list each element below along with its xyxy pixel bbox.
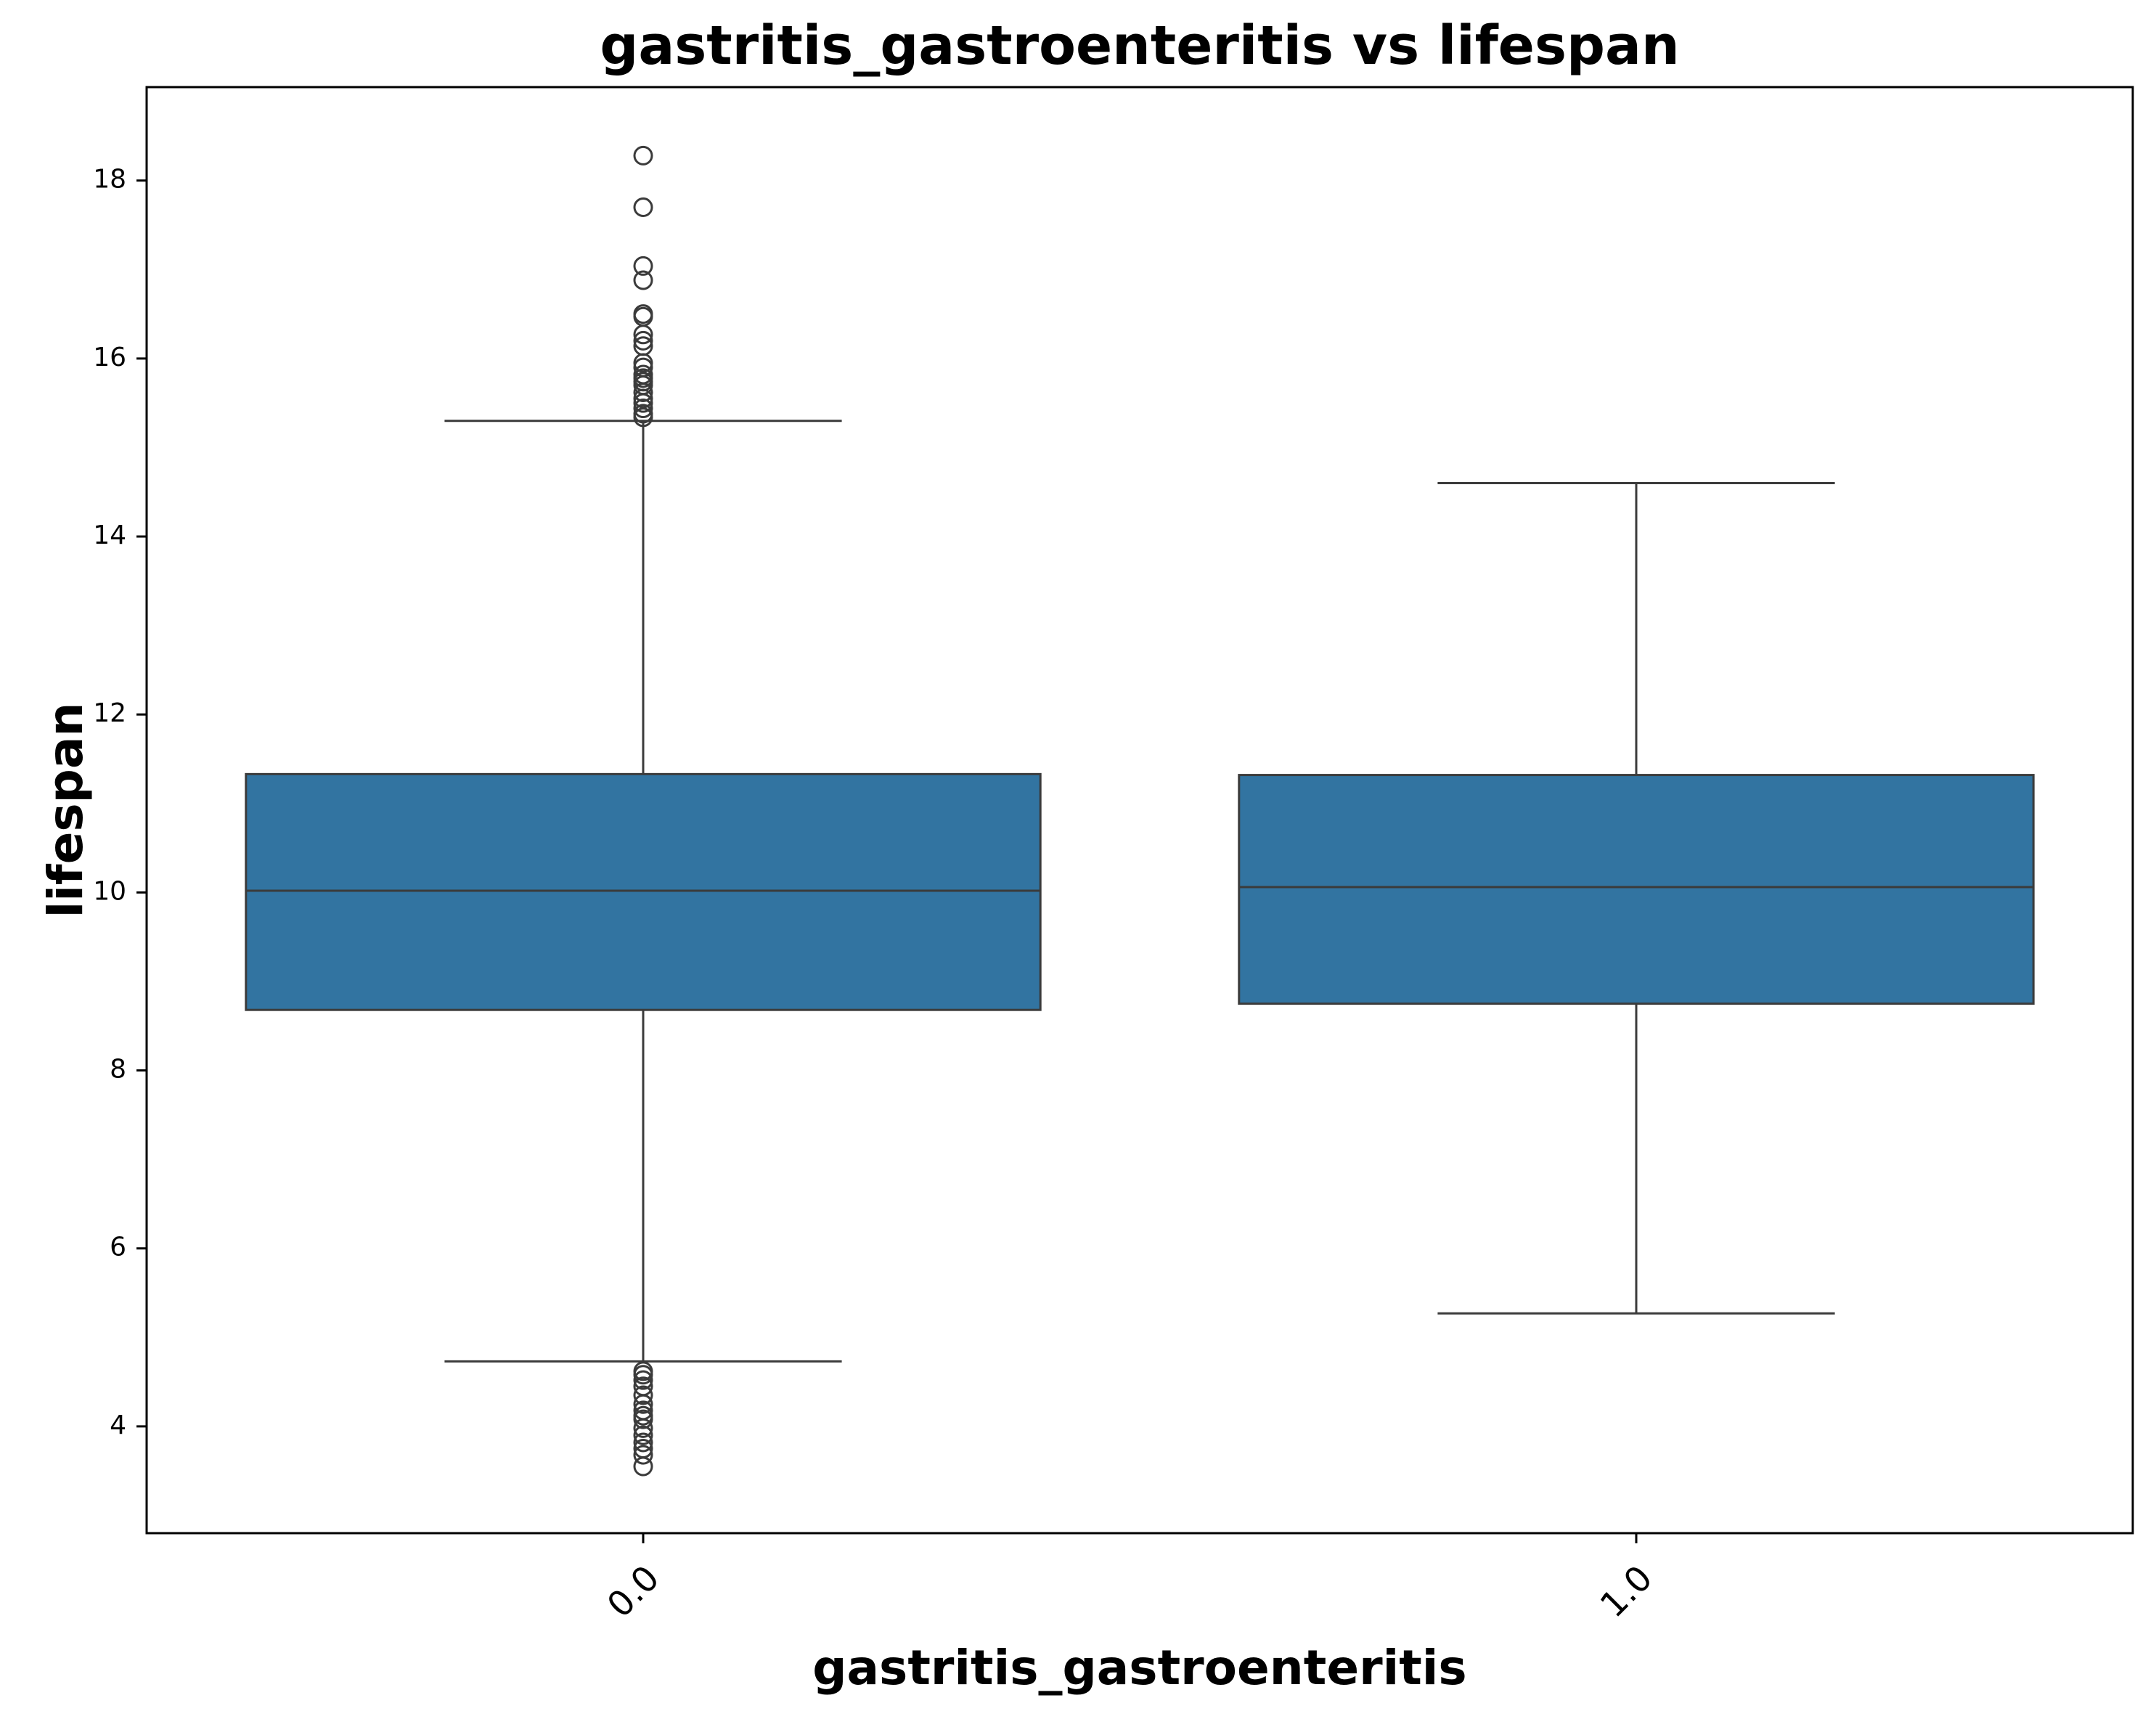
outlier-point	[633, 197, 653, 217]
outlier-point	[633, 1456, 653, 1477]
outlier-point	[633, 270, 653, 290]
outlier-point	[633, 407, 653, 428]
axes-frame	[145, 86, 2134, 1535]
outlier-point	[633, 382, 653, 402]
outlier-point	[633, 1370, 653, 1390]
outlier-point	[633, 1445, 653, 1465]
y-tick-label: 16	[93, 343, 126, 372]
outlier-point	[633, 1418, 653, 1438]
chart-title: gastritis_gastroenteritis vs lifespan	[600, 15, 1679, 77]
outlier-point	[633, 393, 653, 413]
y-tick-label: 4	[110, 1410, 126, 1440]
outlier-point	[633, 330, 653, 351]
iqr-box	[1238, 774, 2035, 1005]
iqr-box	[245, 772, 1042, 1011]
y-tick-label: 8	[110, 1055, 126, 1085]
outlier-point	[633, 1409, 653, 1429]
outlier-point	[633, 324, 653, 345]
outlier-point	[633, 1432, 653, 1453]
y-axis: 4 6 8 10 12 14 16 18	[93, 165, 147, 1440]
y-tick-label: 12	[93, 698, 126, 728]
outlier-point	[633, 1385, 653, 1405]
outlier-point	[633, 256, 653, 276]
y-tick-label: 18	[93, 165, 126, 195]
y-tick-label: 14	[93, 520, 126, 550]
x-axis-label: gastritis_gastroenteritis	[812, 1640, 1466, 1696]
plot-area	[245, 145, 2035, 1477]
y-tick-label: 6	[110, 1233, 126, 1262]
y-axis-label: lifespan	[38, 703, 94, 918]
outlier-point	[633, 1425, 653, 1445]
outlier-point	[633, 1365, 653, 1385]
outlier-point	[633, 399, 653, 419]
outlier-point	[633, 1394, 653, 1414]
box-group-1.0	[1238, 482, 2035, 1315]
outlier-point	[633, 145, 653, 166]
box-group-0.0	[245, 145, 1042, 1477]
y-tick-label: 10	[93, 876, 126, 906]
